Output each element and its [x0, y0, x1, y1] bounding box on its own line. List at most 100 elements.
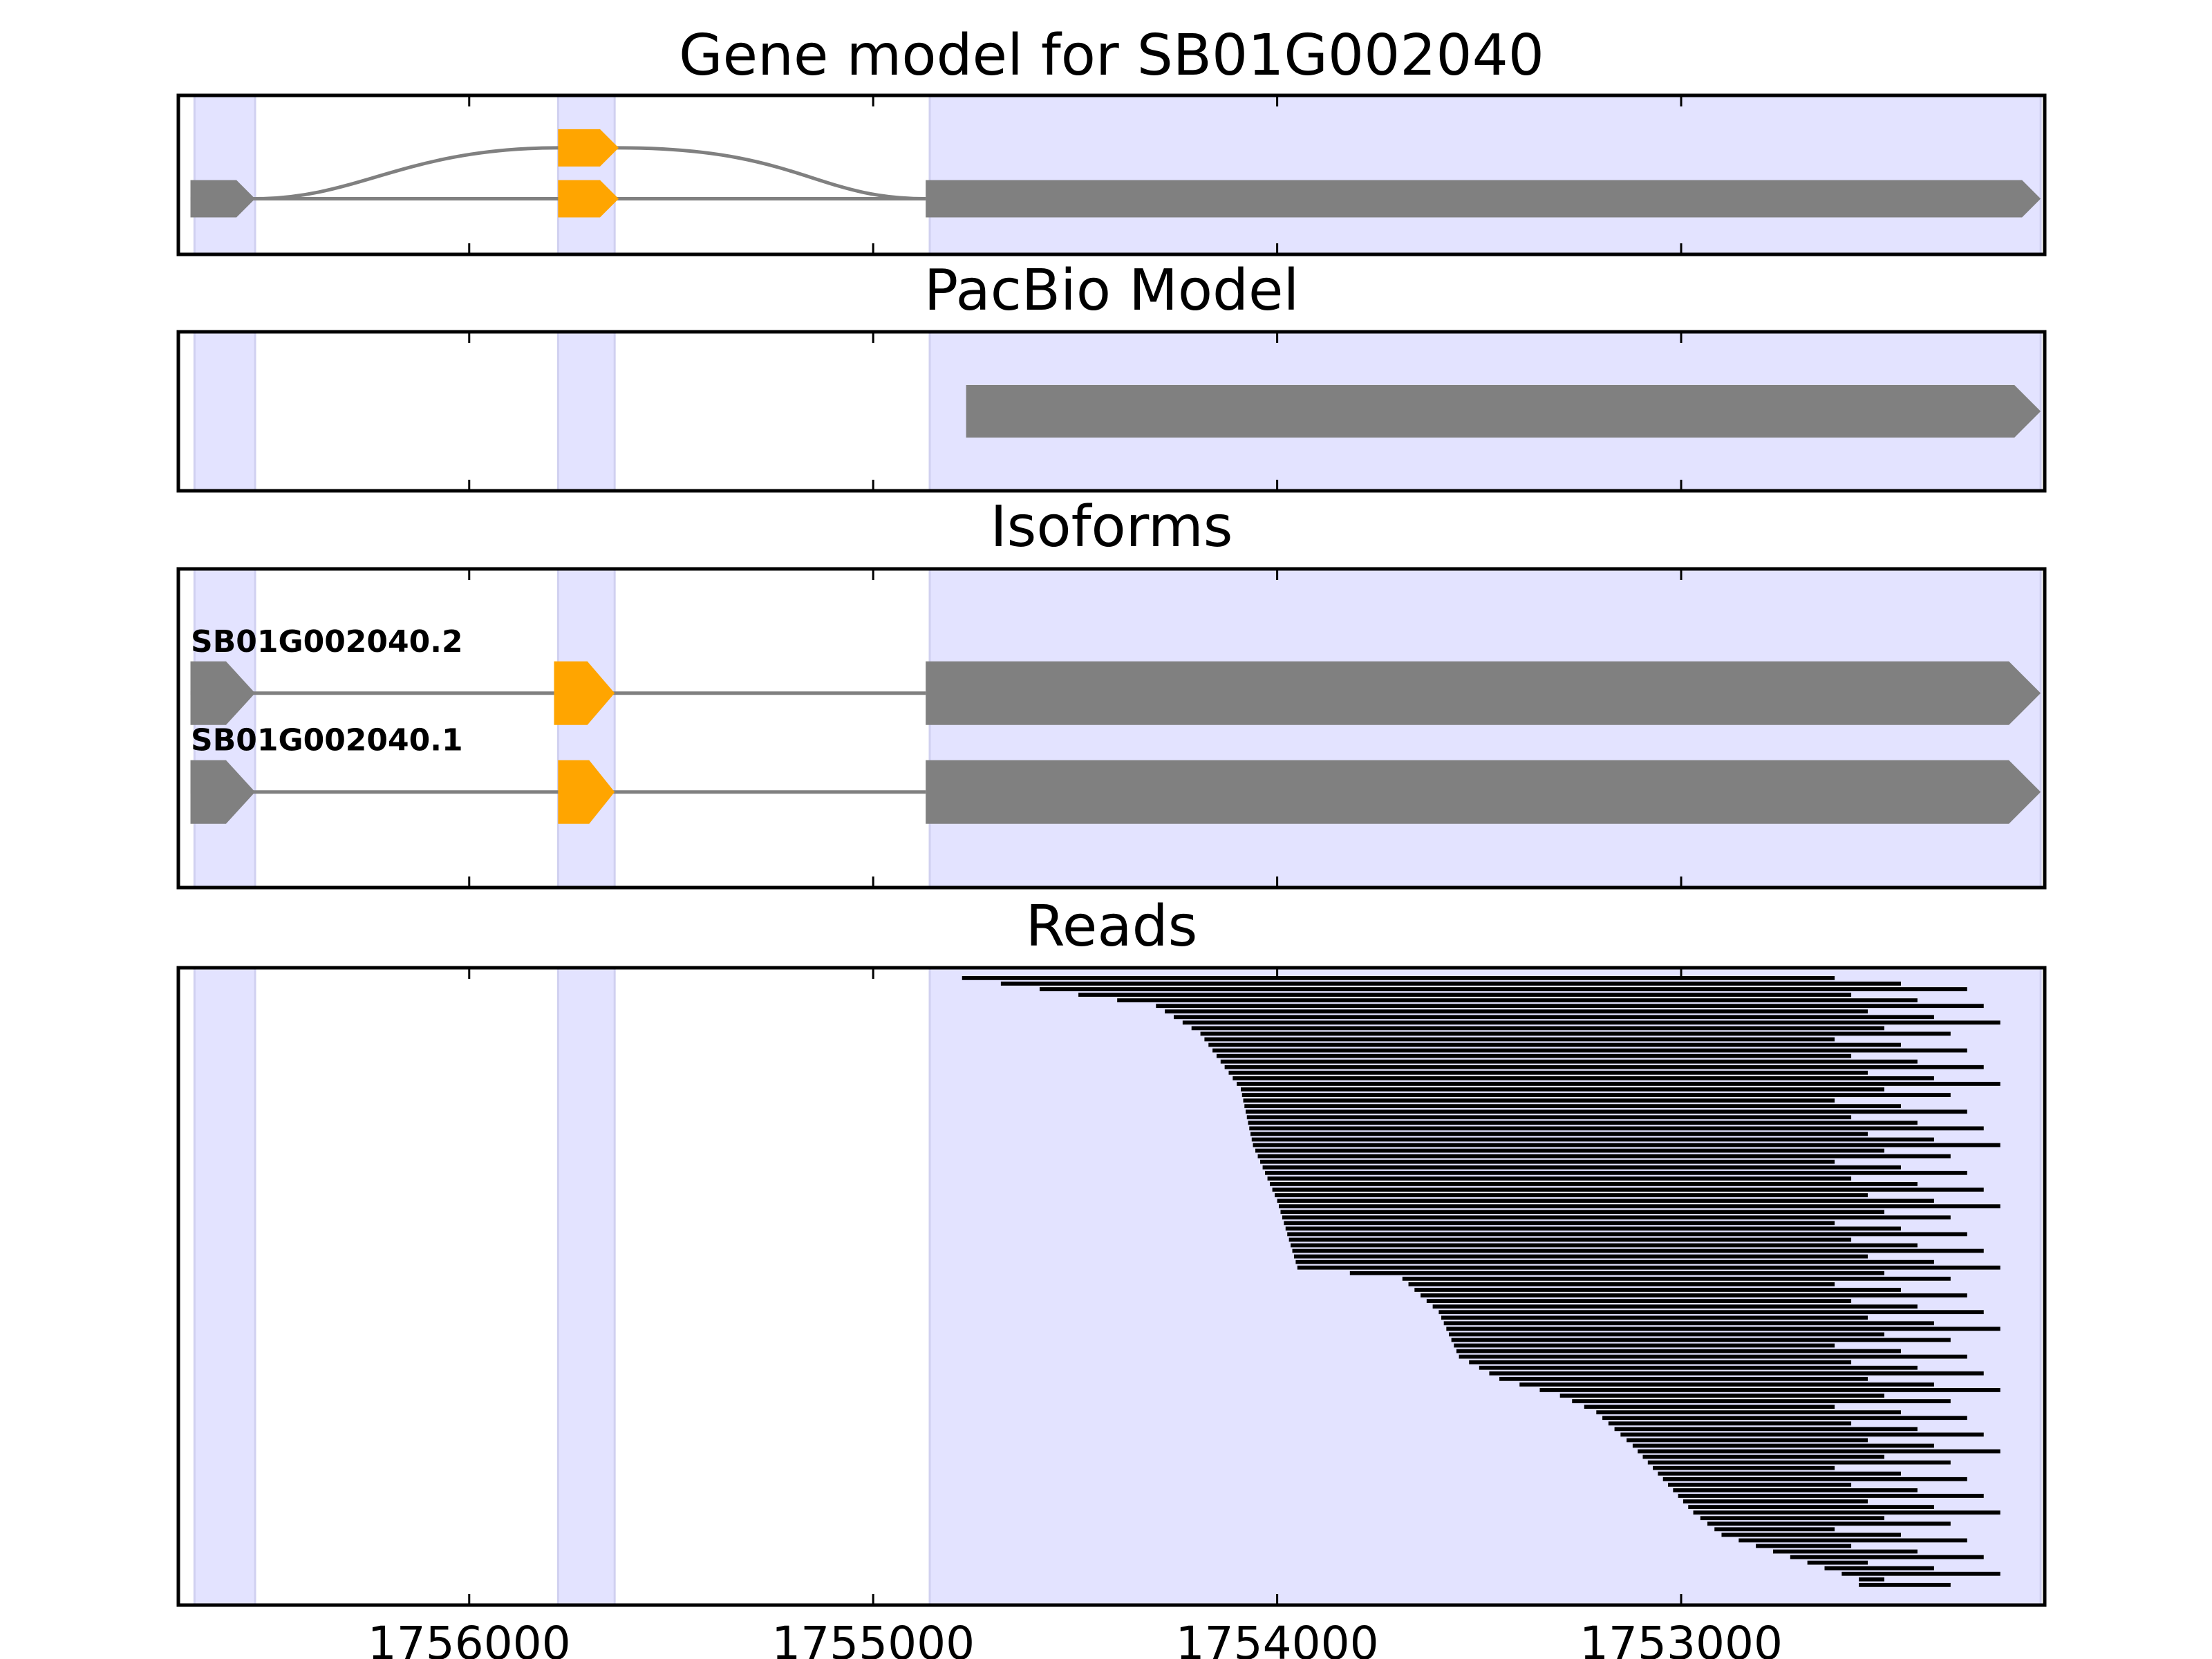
exon-region-highlight: [193, 330, 256, 492]
read: [1282, 1215, 1951, 1220]
panel-frame: [176, 567, 2047, 890]
read: [1260, 1159, 1835, 1164]
read: [1432, 1304, 1918, 1309]
read: [1426, 1299, 1852, 1303]
exon: [926, 661, 2041, 725]
read: [1658, 1471, 1901, 1476]
read: [1642, 1454, 1884, 1459]
read: [1519, 1382, 1934, 1387]
exon: [190, 180, 256, 218]
read: [1683, 1499, 1868, 1503]
read: [1479, 1365, 1918, 1370]
read: [1790, 1555, 1984, 1559]
read: [1807, 1560, 1868, 1565]
exon-region-highlight: [928, 94, 2042, 256]
read: [1824, 1566, 1934, 1571]
read: [1000, 982, 1901, 986]
read: [1251, 1137, 1934, 1142]
read: [1216, 1053, 1852, 1058]
read: [1232, 1076, 1934, 1080]
read: [1596, 1410, 1901, 1415]
read: [1438, 1310, 1984, 1315]
read: [1638, 1449, 2000, 1454]
read: [1627, 1438, 1868, 1443]
exon: [966, 385, 2041, 438]
read: [1117, 998, 1918, 1003]
read: [1721, 1533, 1901, 1537]
read: [1285, 1226, 1901, 1231]
read: [1408, 1282, 1835, 1286]
read: [1443, 1321, 1934, 1326]
panel-title: Gene model for SB01G002040: [679, 23, 1544, 88]
panel-reads: Reads: [176, 894, 2047, 1607]
read: [1662, 1477, 1967, 1481]
read: [1349, 1271, 1884, 1275]
read: [1297, 1265, 2000, 1270]
read: [1204, 1037, 1835, 1042]
read: [1241, 1093, 1951, 1097]
read: [1693, 1510, 2000, 1515]
read: [1756, 1544, 1852, 1548]
read: [1608, 1421, 1852, 1426]
read: [1191, 1026, 1884, 1031]
read: [1700, 1516, 1884, 1521]
read: [1277, 1199, 1934, 1203]
read: [1220, 1059, 1918, 1064]
panels-root: Gene model for SB01G002040 PacBio Model Is…: [176, 23, 2047, 1607]
read: [1859, 1582, 1951, 1587]
read: [1653, 1465, 1835, 1470]
x-tick-label: 1756000: [368, 1617, 571, 1659]
panel-title: Isoforms: [991, 494, 1233, 560]
exon: [554, 661, 615, 725]
read: [1246, 1109, 1967, 1114]
exon: [190, 661, 256, 725]
read: [1265, 1170, 1967, 1175]
read: [1224, 1065, 1984, 1069]
x-tick-label: 1753000: [1580, 1617, 1783, 1659]
read: [1292, 1248, 1984, 1253]
read: [1602, 1416, 1967, 1421]
exon-region-highlight: [928, 568, 2042, 889]
read: [1291, 1243, 1918, 1248]
read: [1165, 1009, 1868, 1014]
read: [1772, 1549, 1918, 1554]
read: [1673, 1488, 1918, 1492]
exon-region-highlight: [193, 94, 256, 256]
read: [1738, 1538, 1967, 1543]
read: [1174, 1015, 1934, 1020]
exon-region-highlight: [556, 94, 616, 256]
read: [1421, 1293, 1967, 1297]
exon-region-highlight: [193, 568, 256, 889]
read: [1451, 1338, 1951, 1342]
read: [1539, 1388, 2000, 1392]
read: [1249, 1126, 1984, 1131]
read: [1469, 1360, 1852, 1365]
exon-region-highlight: [556, 966, 616, 1606]
track-2: [190, 180, 2041, 218]
read: [1293, 1254, 1868, 1259]
read: [1678, 1494, 1984, 1498]
read: [1489, 1371, 1984, 1376]
read: [1275, 1193, 1868, 1197]
read: [1459, 1354, 1967, 1359]
read: [1039, 987, 1967, 991]
read: [1456, 1349, 1901, 1353]
panel-frame: [176, 330, 2047, 493]
read: [1243, 1098, 1835, 1103]
read: [1295, 1259, 1934, 1264]
panel-title: PacBio Model: [924, 258, 1300, 324]
read: [1250, 1132, 1868, 1136]
reads-group: [962, 976, 2000, 1587]
x-axis-tick-labels: 1756000 1755000 1754000 1753000: [368, 1617, 1783, 1659]
read: [1454, 1343, 1835, 1348]
read: [1287, 1232, 1967, 1237]
read: [1620, 1432, 1984, 1437]
read: [962, 976, 1835, 980]
x-tick-label: 1755000: [771, 1617, 975, 1659]
panel-frame: [176, 93, 2047, 256]
read: [1255, 1148, 1884, 1153]
read: [1584, 1405, 1835, 1409]
panel-frame: [176, 966, 2047, 1607]
read: [1212, 1048, 1967, 1053]
